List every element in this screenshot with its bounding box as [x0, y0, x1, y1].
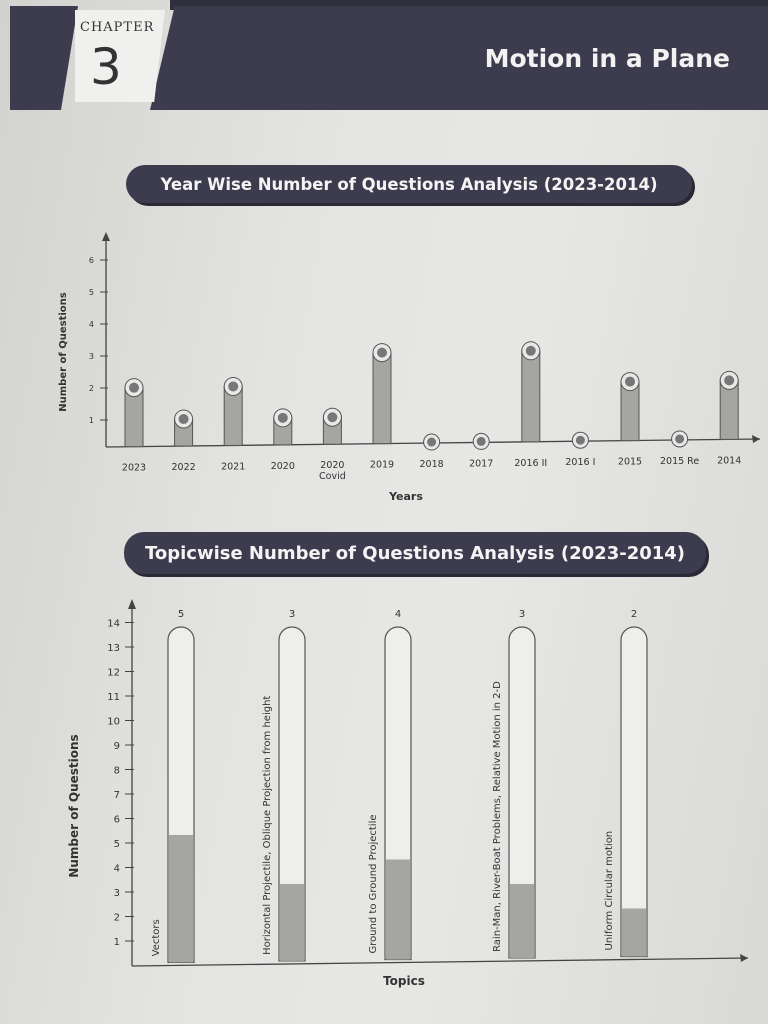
y-tick-label: 6: [114, 815, 120, 826]
data-label: 5: [178, 609, 184, 620]
bar-cap-marker: [525, 345, 536, 356]
y-tick-label: 11: [107, 692, 120, 703]
y-axis-arrow: [128, 599, 136, 609]
chapter-label: CHAPTER: [80, 20, 155, 35]
bar-tube: [620, 626, 648, 958]
x-category-label: Rain-Man, River-Boat Problems, Relative …: [492, 681, 503, 952]
zero-marker-dot: [675, 434, 685, 444]
year-wise-chart: 1 2 3 4 5 6 Number of Questions 2023 2022 2021 202…: [58, 232, 761, 503]
year-chart-title: Year Wise Number of Questions Analysis (…: [126, 165, 692, 203]
zero-marker-dot: [427, 437, 437, 447]
bar-cap-marker: [277, 412, 288, 423]
x-tick-label: 2019: [370, 460, 394, 471]
bar: [622, 908, 646, 957]
y-tick-label: 14: [107, 619, 120, 630]
y-tick-label: 8: [114, 766, 120, 777]
x-tick-label: 2018: [420, 459, 444, 470]
x-tick-label: 2023: [122, 463, 146, 474]
y-tick-label: 1: [89, 416, 94, 425]
x-category-label: Uniform Circular motion: [604, 831, 615, 951]
bar-cap-marker: [178, 414, 189, 425]
x-tick-label: 2022: [172, 462, 196, 473]
y-tick-label: 6: [89, 256, 94, 265]
chapter-box: [75, 10, 165, 102]
bar: [386, 859, 410, 960]
bar-tube: [508, 626, 536, 959]
y-tick-label: 10: [107, 717, 120, 728]
bar: [169, 835, 193, 963]
zero-marker-dot: [476, 436, 486, 446]
data-label: 2: [631, 609, 637, 620]
chapter-title: Motion in a Plane: [484, 44, 730, 73]
y-tick-label: 5: [114, 839, 120, 850]
y-tick-label: 9: [114, 741, 120, 752]
x-tick-label: 2020: [320, 460, 344, 471]
chapter-number: 3: [90, 38, 122, 96]
y-axis-label: Number of Questions: [58, 292, 69, 412]
y-tick-label: 2: [114, 913, 120, 924]
y-axis-label: Number of Questions: [67, 734, 81, 877]
zero-marker-dot: [575, 435, 585, 445]
x-tick-label: 2016 I: [565, 457, 595, 468]
header-band: [150, 6, 768, 110]
x-tick-label: 2020: [271, 461, 295, 472]
bar: [510, 884, 534, 958]
x-tick-label: 2016 II: [514, 458, 547, 469]
x-axis-label: Years: [388, 490, 423, 503]
x-axis-arrow: [752, 435, 760, 443]
y-tick-label: 13: [107, 643, 120, 654]
y-tick-label: 5: [89, 288, 94, 297]
y-tick-label: 7: [114, 790, 120, 801]
x-tick-label: 2017: [469, 458, 493, 469]
x-category-label: Ground to Ground Projectile: [368, 814, 379, 953]
x-category-label: Vectors: [151, 919, 162, 956]
x-axis-label: Topics: [383, 974, 425, 988]
y-tick-label: 3: [114, 888, 120, 899]
data-label: 3: [289, 609, 295, 620]
topic-chart-title: Topicwise Number of Questions Analysis (…: [124, 532, 706, 574]
bar: [280, 884, 304, 961]
y-tick-label: 4: [89, 320, 94, 329]
bar-cap-marker: [625, 376, 635, 387]
bar-cap-marker: [228, 381, 239, 392]
x-category-label: Horizontal Projectile, Oblique Projectio…: [262, 696, 273, 955]
data-label: 4: [395, 609, 401, 620]
x-axis-arrow: [740, 954, 748, 962]
x-tick-label: 2014: [717, 455, 741, 466]
bar-cap-marker: [724, 375, 735, 386]
x-tick-label: Covid: [319, 471, 346, 482]
x-tick-label: 2021: [221, 461, 245, 472]
y-tick-label: 1: [114, 937, 120, 948]
header-band-top: [170, 0, 768, 10]
bar-cap-marker: [129, 382, 139, 393]
x-tick-label: 2015: [618, 457, 642, 468]
x-tick-label: 2015 Re: [660, 456, 699, 467]
y-tick-label: 2: [89, 384, 94, 393]
x-axis: [131, 957, 749, 967]
y-tick-label: 3: [89, 352, 94, 361]
y-tick-label: 4: [114, 864, 120, 875]
bar-tube: [278, 626, 306, 962]
y-tick-label: 12: [107, 668, 120, 679]
bar-cap-marker: [327, 412, 338, 423]
bar-cap-marker: [377, 347, 387, 358]
y-axis-arrow: [102, 232, 110, 241]
data-label: 3: [519, 609, 525, 620]
